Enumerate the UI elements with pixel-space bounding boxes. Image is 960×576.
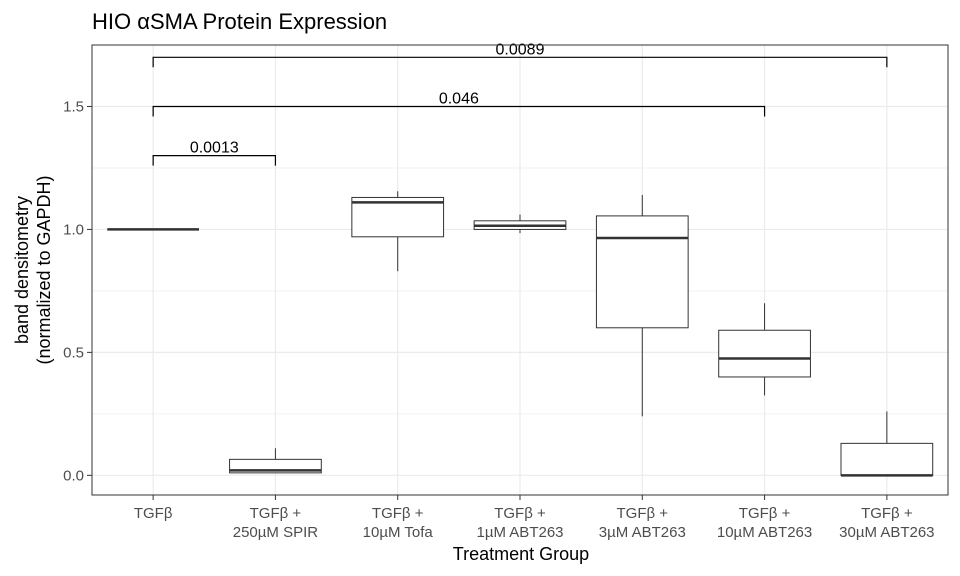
box-iqr [595,215,689,329]
box [473,214,567,234]
x-tick-label: TGFβ [134,505,173,522]
x-tick-label-line: 3µM ABT263 [599,524,686,541]
significance-bracket: 0.0013 [152,140,277,166]
bracket-p-value: 0.0013 [190,140,239,157]
x-tick-label-line: 1µM ABT263 [476,524,563,541]
box-series [107,191,934,477]
box [229,448,322,474]
y-axis-title-line: (normalized to GAPDH) [34,175,54,364]
box [351,191,445,272]
box [718,303,811,396]
box [840,411,934,477]
x-tick-label-line: 10µM Tofa [363,524,434,541]
y-tick-label: 0.5 [63,344,84,361]
x-tick-label-line: 10µM ABT263 [717,524,812,541]
x-tick-label: TGFβ + 1µM ABT263 [476,505,563,541]
bracket-p-value: 0.0089 [496,41,545,58]
box-iqr [718,329,811,378]
x-tick-label-line: TGFβ [134,505,173,522]
y-axis-title: band densitometry (normalized to GAPDH) [12,175,54,364]
chart-title: HIO αSMA Protein Expression [92,9,387,34]
x-tick-label-line: 30µM ABT263 [839,524,934,541]
plot-panel: 0.0013 0.046 0.0089 [91,41,949,496]
x-tick-label-line: TGFβ + [494,505,546,522]
significance-bracket: 0.0089 [152,41,888,68]
y-tick-label: 0.0 [63,467,84,484]
significance-bracket: 0.046 [152,90,766,117]
y-axis-title-line: band densitometry [12,196,32,344]
x-tick-label-line: TGFβ + [372,505,424,522]
y-axis: 0.0 0.5 1.0 1.5 [63,98,92,484]
x-tick-label: TGFβ + 30µM ABT263 [839,505,934,541]
box-iqr [840,442,934,476]
x-tick-label: TGFβ + 10µM Tofa [363,505,434,541]
x-tick-label: TGFβ + 250µM SPIR [233,505,319,541]
x-axis-title: Treatment Group [453,544,589,564]
y-tick-label: 1.5 [63,98,84,115]
x-tick-label: TGFβ + 3µM ABT263 [599,505,686,541]
bracket-line [152,56,888,68]
x-tick-label-line: TGFβ + [617,505,669,522]
x-tick-label-line: TGFβ + [250,505,302,522]
y-tick-label: 1.0 [63,221,84,238]
x-tick-label-line: TGFβ + [739,505,791,522]
y-axis-title-text: band densitometry (normalized to GAPDH) [12,175,54,364]
bracket-line [152,105,766,117]
box-iqr [351,196,445,238]
x-tick-label: TGFβ + 10µM ABT263 [717,505,812,541]
x-tick-label-line: 250µM SPIR [233,524,319,541]
bracket-p-value: 0.046 [439,90,479,107]
x-tick-label-line: TGFβ + [861,505,913,522]
bracket-line [152,155,277,166]
significance-brackets: 0.0013 0.046 0.0089 [152,41,888,166]
box [595,195,689,417]
